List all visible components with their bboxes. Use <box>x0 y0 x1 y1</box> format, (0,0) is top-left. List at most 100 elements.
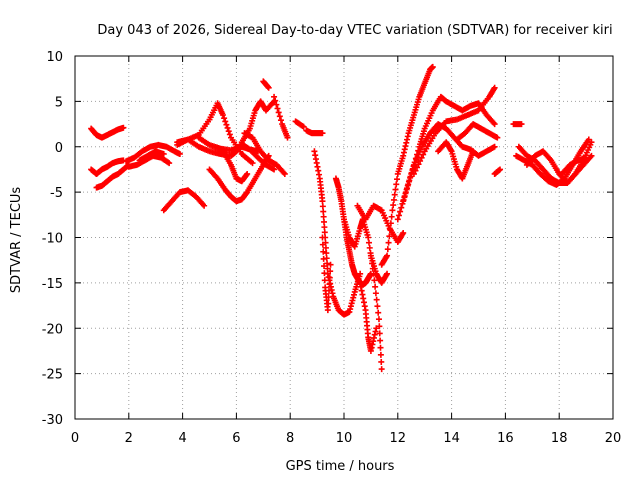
data-point <box>277 117 284 124</box>
data-point <box>376 330 383 337</box>
data-point <box>321 224 328 231</box>
data-point <box>323 250 330 257</box>
y-tick-label: -30 <box>42 413 63 428</box>
data-point <box>388 213 395 220</box>
data-point <box>494 134 501 141</box>
y-tick-label: 5 <box>55 95 63 110</box>
data-point <box>402 190 409 197</box>
data-point <box>321 263 328 270</box>
data-point <box>400 229 407 236</box>
series-arc-37 <box>558 154 590 177</box>
x-tick-label: 12 <box>390 431 407 446</box>
data-point <box>405 178 412 185</box>
data-point <box>403 186 410 193</box>
data-point <box>320 255 327 262</box>
data-point <box>272 97 279 104</box>
data-point <box>415 147 422 154</box>
data-point <box>319 241 326 248</box>
series-arc-32 <box>491 166 504 177</box>
data-point <box>387 226 394 233</box>
data-point <box>378 358 385 365</box>
data-point <box>384 246 391 253</box>
series-arc-20 <box>319 234 334 314</box>
data-point <box>201 202 208 209</box>
x-tick-label: 0 <box>71 431 79 446</box>
series-arc-29 <box>410 84 498 177</box>
data-point <box>393 181 400 188</box>
data-point <box>223 121 230 128</box>
data-point <box>327 268 334 275</box>
data-point <box>491 143 498 150</box>
data-point <box>376 323 383 330</box>
data-point <box>244 170 251 177</box>
data-point <box>366 244 373 251</box>
data-point <box>377 351 384 358</box>
series-arc-13 <box>241 130 288 177</box>
y-tick-label: -5 <box>50 186 63 201</box>
data-point <box>412 167 419 174</box>
data-point <box>219 111 226 118</box>
data-point <box>321 277 328 284</box>
y-tick-label: 0 <box>55 141 63 156</box>
data-point <box>429 63 436 70</box>
data-point <box>375 316 382 323</box>
data-point <box>319 130 326 137</box>
data-point <box>395 212 402 219</box>
x-tick-label: 10 <box>336 431 353 446</box>
data-point <box>518 121 525 128</box>
data-point <box>321 270 328 277</box>
data-point <box>390 202 397 209</box>
x-axis-label: GPS time / hours <box>286 459 395 474</box>
data-points-layer <box>88 63 595 373</box>
data-point <box>326 287 333 294</box>
series-arc-10 <box>160 187 208 214</box>
data-point <box>324 260 331 267</box>
data-point <box>400 198 407 205</box>
data-point <box>491 121 498 128</box>
data-point <box>404 182 411 189</box>
data-point <box>389 207 396 214</box>
data-point <box>384 270 391 277</box>
data-point <box>394 216 401 223</box>
data-point <box>120 124 127 131</box>
x-tick-label: 16 <box>497 431 514 446</box>
axis-ticks-layer: 0 2 4 6 8 10 12 14 16 18 20 -30 -25 -20 -15 -10 -5 0 5 10 <box>42 50 622 446</box>
data-point <box>374 303 381 310</box>
series-arc-25 <box>354 202 407 246</box>
data-point <box>222 118 229 125</box>
data-point <box>176 151 183 158</box>
data-point <box>414 151 421 158</box>
data-point <box>265 84 272 91</box>
series-arc-6 <box>136 148 167 164</box>
data-point <box>410 170 417 177</box>
series-arc-26 <box>378 63 436 268</box>
data-point <box>327 261 334 268</box>
data-point <box>397 208 404 215</box>
series-arc-4 <box>123 141 183 165</box>
data-point <box>398 204 405 211</box>
data-point <box>365 234 372 241</box>
data-point <box>300 123 307 130</box>
data-point <box>491 84 498 91</box>
data-point <box>470 148 477 155</box>
data-point <box>377 337 384 344</box>
data-point <box>281 170 288 177</box>
y-tick-label: -25 <box>42 368 63 383</box>
data-point <box>319 234 326 241</box>
series-arc-11 <box>206 152 272 205</box>
data-point <box>226 131 233 138</box>
data-point <box>274 105 281 112</box>
data-point <box>420 151 427 158</box>
data-point <box>378 366 385 373</box>
chart-title: Day 043 of 2026, Sidereal Day-to-day VTE… <box>97 23 612 38</box>
data-point <box>221 115 228 122</box>
data-point <box>325 294 332 301</box>
data-point <box>373 325 380 332</box>
data-point <box>375 309 382 316</box>
data-point <box>320 248 327 255</box>
series-arc-33 <box>510 121 525 128</box>
data-point <box>386 233 393 240</box>
y-tick-label: -15 <box>42 277 63 292</box>
data-point <box>373 296 380 303</box>
data-point <box>166 160 173 167</box>
